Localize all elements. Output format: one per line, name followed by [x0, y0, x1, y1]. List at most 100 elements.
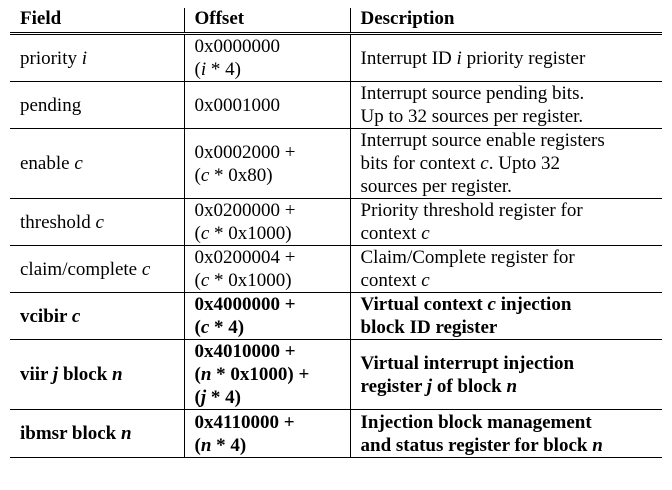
offset-line: 0x4110000 + — [195, 411, 340, 434]
offset-line-pre: ( — [194, 270, 201, 291]
offset-line: 0x0200004 + — [195, 246, 340, 269]
description-line: block ID register — [361, 316, 653, 339]
field-cell: vcibir c — [10, 292, 185, 340]
field-var: c — [71, 305, 81, 327]
offset-line-post: * 4) — [209, 317, 245, 338]
description-line-pre: register — [360, 375, 427, 397]
offset-line-pre: 0x4010000 + — [194, 341, 296, 362]
field-cell: claim/complete c — [10, 245, 185, 293]
description-line-pre: Interrupt source pending bits. — [360, 83, 585, 104]
offset-cell: 0x0000000 (i * 4) — [183, 33, 351, 82]
description-line: context c — [361, 269, 653, 292]
field-line: priority i — [20, 47, 174, 70]
register-map-table: Field Offset Description priority i 0x000… — [10, 8, 662, 458]
offset-line-post: * 0x1000) — [209, 223, 292, 244]
field-var: j — [52, 364, 59, 385]
table-row: vcibir c 0x4000000 + (c * 4) Virtual contex… — [10, 292, 662, 340]
description-line-pre: Virtual interrupt injection — [360, 352, 575, 374]
field-var: c — [141, 258, 151, 280]
offset-line-pre: 0x0200000 + — [194, 200, 296, 221]
table-row: pending 0x0001000 Interrupt source pending… — [10, 81, 662, 129]
field-name: ibmsr block — [20, 423, 117, 444]
offset-line: 0x4010000 + — [195, 340, 340, 363]
description-line-post: priority register — [461, 47, 586, 69]
description-line: sources per register. — [361, 175, 653, 198]
field-cell: pending — [10, 81, 185, 129]
offset-line-var: i — [200, 59, 207, 80]
offset-line-pre: ( — [194, 164, 201, 186]
field-line: claim/complete c — [20, 258, 174, 281]
description-line-pre: and status register for block — [360, 434, 593, 456]
offset-line: 0x0002000 + — [195, 141, 340, 164]
offset-line-post: * 4) — [206, 59, 241, 80]
description-cell: Interrupt source enable registers bits fo… — [349, 128, 662, 199]
description-line-var: c — [421, 223, 430, 244]
description-line-pre: Priority threshold register for — [360, 200, 583, 221]
offset-line-post: * 0x1000) + — [211, 364, 310, 385]
description-line: Virtual interrupt injection — [361, 352, 653, 375]
description-cell: Virtual interrupt injection register j of… — [349, 339, 662, 410]
description-line-var: c — [421, 270, 430, 291]
table-row: priority i 0x0000000 (i * 4) Interrupt ID i… — [10, 33, 662, 82]
description-line-pre: Injection block management — [360, 411, 592, 433]
description-line: Interrupt source pending bits. — [361, 82, 653, 105]
offset-cell: 0x0001000 — [183, 81, 351, 129]
description-line-pre: sources per register. — [360, 176, 512, 197]
description-line: context c — [361, 222, 653, 245]
offset-cell: 0x0002000 + (c * 0x80) — [183, 128, 351, 199]
description-line-post: . Upto 32 — [488, 153, 560, 174]
offset-line-var: j — [200, 387, 207, 408]
description-line: Priority threshold register for — [361, 199, 653, 222]
field-line: viir j block n — [20, 363, 174, 386]
offset-line-post: * 4) — [206, 387, 241, 408]
field-line: vcibir c — [20, 305, 174, 328]
field-name: threshold — [20, 211, 91, 233]
offset-line-pre: 0x4000000 + — [194, 294, 296, 315]
description-cell: Interrupt source pending bits. Up to 32 s… — [349, 81, 662, 129]
description-line-pre: bits for context — [360, 153, 481, 174]
description-line-var: c — [480, 153, 489, 174]
description-line-pre: context — [360, 223, 422, 244]
offset-line-pre: 0x4110000 + — [194, 411, 295, 433]
field-line: enable c — [20, 152, 174, 175]
table-row: claim/complete c 0x0200004 + (c * 0x1000) C… — [10, 245, 662, 293]
offset-line-pre: ( — [194, 59, 201, 80]
description-cell: Virtual context c injection block ID regi… — [349, 292, 662, 340]
description-line: Interrupt source enable registers — [361, 129, 653, 152]
field-line: pending — [20, 94, 174, 117]
description-line-pre: block ID register — [360, 317, 498, 338]
table-row: viir j block n 0x4010000 + (n * 0x1000) +(… — [10, 339, 662, 410]
offset-line: (c * 4) — [195, 316, 340, 339]
description-line-var: i — [456, 47, 462, 69]
offset-line-pre: ( — [194, 317, 201, 338]
field-post: block — [58, 364, 113, 385]
field-var2: n — [112, 364, 123, 385]
offset-line-pre: ( — [194, 387, 201, 408]
field-cell: enable c — [10, 128, 185, 199]
field-name: claim/complete — [20, 258, 138, 280]
description-line-post: of block — [432, 375, 507, 397]
field-name: enable — [20, 153, 70, 174]
offset-line-pre: 0x0200004 + — [194, 247, 296, 268]
header-description: Description — [349, 8, 662, 35]
offset-line-var: c — [200, 317, 210, 338]
offset-line-var: c — [200, 164, 210, 186]
offset-line: (i * 4) — [195, 58, 340, 81]
offset-line-pre: 0x0000000 — [194, 36, 281, 57]
description-line-pre: Claim/Complete register for — [360, 247, 575, 268]
header-offset: Offset — [183, 8, 351, 35]
offset-line-var: c — [200, 270, 210, 291]
description-line-pre: Up to 32 sources per register. — [360, 106, 584, 127]
description-line: Virtual context c injection — [361, 293, 653, 316]
field-cell: threshold c — [10, 198, 185, 246]
field-line: ibmsr block n — [20, 422, 174, 445]
description-line: Interrupt ID i priority register — [361, 47, 653, 70]
field-name: vcibir — [20, 305, 68, 327]
offset-line: 0x4000000 + — [195, 293, 340, 316]
description-cell: Interrupt ID i priority register — [349, 33, 662, 82]
description-line-var: c — [487, 294, 496, 315]
field-cell: viir j block n — [10, 339, 185, 410]
table-row: ibmsr block n 0x4110000 + (n * 4) Injection… — [10, 409, 662, 458]
offset-line: (c * 0x80) — [195, 164, 340, 187]
offset-line-pre: ( — [194, 434, 201, 456]
